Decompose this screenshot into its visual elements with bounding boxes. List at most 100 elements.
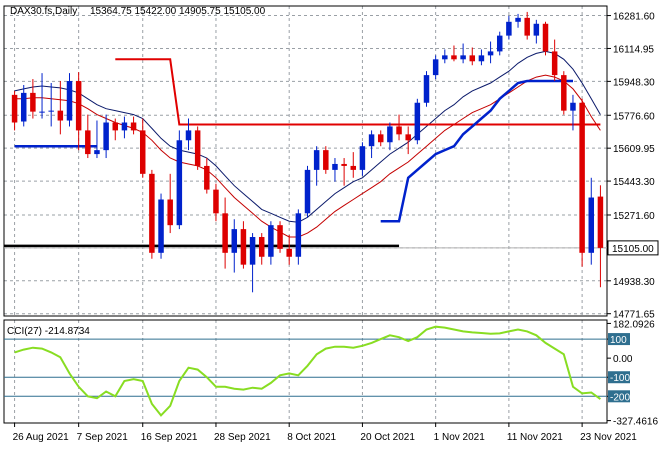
time-tick-label: 20 Oct 2021	[360, 432, 415, 443]
candle-up	[176, 140, 183, 226]
cci-tick-label: -327.4616	[613, 417, 658, 428]
candle-down	[204, 165, 210, 190]
candle-down	[377, 134, 384, 143]
candle-down	[405, 134, 411, 141]
candle-up	[570, 102, 576, 111]
candle-down	[561, 75, 567, 111]
candle-down	[469, 55, 476, 62]
candle-down	[579, 102, 585, 253]
candle-down	[286, 248, 292, 257]
time-tick-label: 7 Sep 2021	[77, 432, 129, 443]
candle-down	[323, 150, 329, 170]
candle-up	[533, 23, 540, 36]
time-axis: 26 Aug 2021 7 Sep 2021 16 Sep 2021 28 Sep 2…	[13, 423, 637, 443]
candle-down	[258, 237, 265, 257]
candle-up	[249, 237, 256, 265]
candle-up	[94, 150, 100, 155]
time-tick-label: 8 Oct 2021	[287, 432, 336, 443]
candle-up	[158, 199, 164, 253]
price-tick-label: 14938.30	[613, 277, 655, 288]
candle-up	[368, 134, 375, 147]
chart-header: DAX30.fs,Daily 15364.75 15422.00 14905.7…	[7, 6, 266, 337]
price-tick-label: 15776.60	[613, 111, 655, 122]
candle-up	[20, 92, 27, 122]
cci-label: CCI(27) -214.8734	[7, 326, 90, 337]
cci-tick-label: -100	[610, 373, 630, 384]
candle-up	[387, 126, 393, 143]
candle-up	[460, 55, 466, 60]
time-tick-label: 1 Nov 2021	[434, 432, 486, 443]
current-price-box	[607, 240, 659, 256]
candle-down	[194, 130, 201, 166]
time-tick-label: 11 Nov 2021	[507, 432, 563, 443]
price-tick-label: 15271.60	[613, 211, 655, 222]
time-tick-label: 23 Nov 2021	[580, 432, 637, 443]
price-tick-label: 15609.95	[613, 144, 655, 155]
candle-up	[268, 225, 274, 257]
cci-level-badge	[608, 333, 630, 346]
candle-down	[75, 81, 82, 131]
time-tick-label: 26 Aug 2021	[13, 432, 70, 443]
candle-down	[551, 51, 558, 76]
candle-down	[149, 173, 155, 253]
cci-tick-label: 100	[610, 335, 627, 346]
cci-panel-frame	[3, 319, 608, 424]
candle-down	[542, 23, 549, 52]
candle-up	[185, 130, 192, 141]
candle-down	[167, 199, 173, 226]
candles	[11, 11, 604, 293]
candle-down	[396, 126, 402, 135]
candle-up	[506, 21, 512, 36]
price-tick-label: 16114.95	[613, 44, 654, 55]
price-tick-label: 14771.65	[613, 310, 655, 321]
candle-down	[222, 213, 228, 253]
price-axis: 16281.60 16114.95 15948.30 15776.60 15609.95…	[607, 12, 659, 321]
candle-up	[442, 55, 448, 60]
candle-up	[313, 150, 320, 170]
candle-up	[66, 81, 73, 121]
candle-up	[48, 110, 54, 112]
grid-lines	[4, 6, 607, 423]
candle-up	[515, 17, 521, 22]
price-tick-label: 15443.30	[613, 177, 655, 188]
candle-up	[423, 75, 430, 103]
candle-down	[524, 17, 530, 36]
candle-up	[103, 122, 109, 151]
candle-up	[121, 122, 128, 131]
current-price-label: 15105.00	[612, 244, 654, 255]
candle-down	[85, 130, 91, 155]
candle-up	[231, 229, 238, 253]
candle-down	[130, 122, 137, 131]
candle-up	[359, 146, 366, 170]
indicator-series-0	[14, 50, 601, 223]
price-tick-label: 15948.30	[613, 77, 655, 88]
candle-down	[11, 94, 18, 123]
candle-up	[496, 35, 503, 52]
cci-level-badge	[608, 390, 630, 403]
candle-up	[39, 111, 45, 113]
candle-up	[588, 197, 595, 253]
candle-down	[30, 92, 36, 112]
cci-axis: 182.0926 100 0.00 -100 -200 -327.4616	[607, 319, 658, 428]
price-tick-label: 16281.60	[613, 12, 655, 23]
candle-down	[112, 122, 119, 131]
cci-tick-label: -200	[610, 392, 630, 403]
candle-up	[478, 55, 485, 62]
candle-down	[597, 196, 604, 248]
candle-down	[350, 165, 357, 170]
candle-down	[277, 225, 283, 249]
cci-tick-label: 182.0926	[613, 319, 655, 330]
candle-up	[304, 169, 311, 214]
indicator-series-2	[115, 58, 601, 126]
cci-level-badge	[608, 371, 630, 384]
ohlc-label: 15364.75 15422.00 14905.75 15105.00	[90, 6, 266, 17]
indicator-lines	[4, 50, 607, 249]
symbol-label: DAX30.fs,Daily	[10, 6, 77, 17]
candle-down	[139, 130, 146, 174]
cci-line	[14, 325, 601, 417]
time-tick-label: 28 Sep 2021	[214, 432, 271, 443]
time-tick-label: 16 Sep 2021	[141, 432, 198, 443]
cci-tick-label: 0.00	[613, 354, 633, 365]
candle-up	[432, 59, 439, 76]
